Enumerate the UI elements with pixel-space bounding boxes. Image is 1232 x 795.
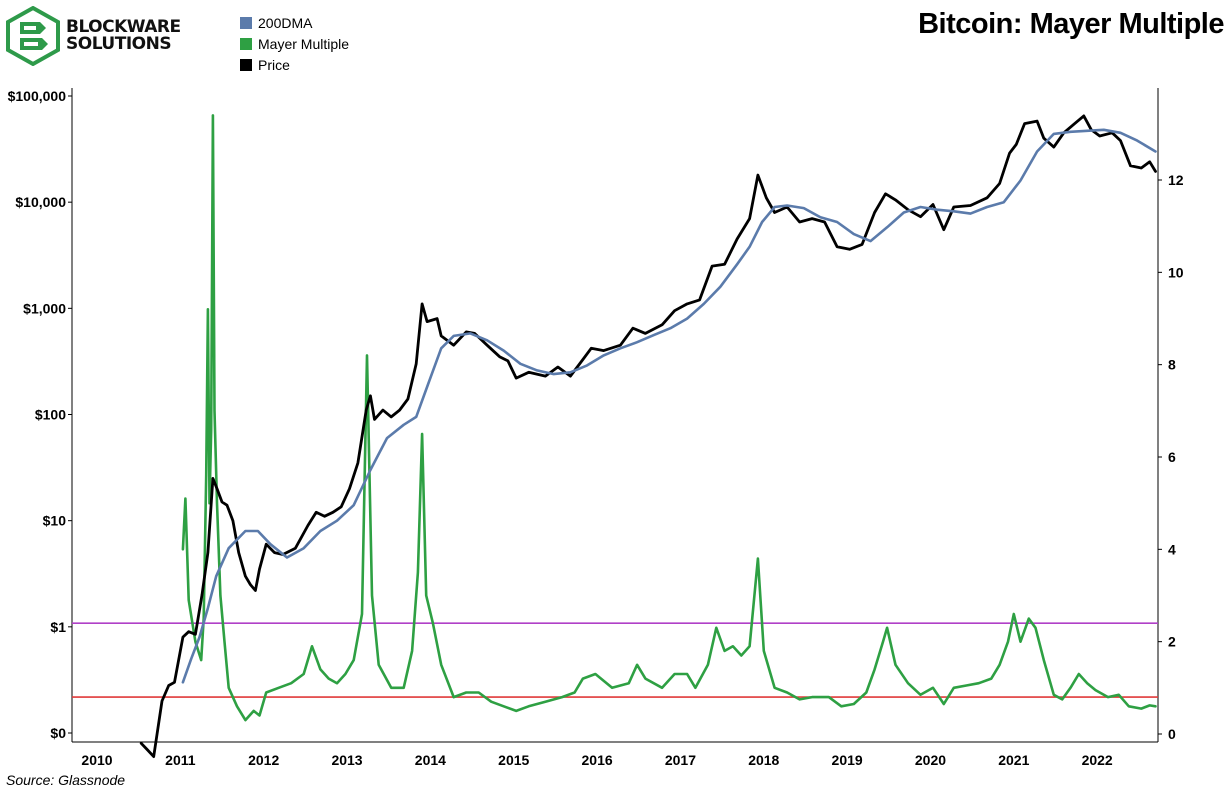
x-tick-label: 2010	[81, 752, 112, 768]
y-right-tick-label: 4	[1168, 541, 1176, 557]
x-tick-label: 2015	[498, 752, 529, 768]
x-tick-label: 2012	[248, 752, 279, 768]
y-right-tick-label: 10	[1168, 264, 1184, 280]
chart-legend: 200DMA Mayer Multiple Price	[240, 12, 349, 75]
x-tick-label: 2021	[998, 752, 1029, 768]
y-right-tick-label: 6	[1168, 449, 1176, 465]
x-tick-label: 2018	[748, 752, 779, 768]
legend-swatch-dma	[240, 16, 252, 29]
y-left-tick-label: $100	[35, 407, 66, 423]
reference-lines	[72, 622, 1158, 698]
x-tick-label: 2022	[1082, 752, 1113, 768]
x-tick-label: 2020	[915, 752, 946, 768]
y-right-tick-label: 2	[1168, 634, 1176, 650]
series-200dma	[181, 128, 1157, 684]
legend-swatch-price	[240, 58, 252, 71]
x-tick-label: 2016	[582, 752, 613, 768]
series-mayer-multiple	[181, 114, 1157, 722]
blockware-logo-icon	[6, 6, 60, 66]
chart-title: Bitcoin: Mayer Multiple	[918, 8, 1224, 40]
x-tick-label: 2013	[331, 752, 362, 768]
x-tick-label: 2014	[415, 752, 446, 768]
y-right-tick-label: 0	[1168, 726, 1176, 742]
mayer-multiple-line	[181, 114, 1157, 722]
y-left-tick-label: $10,000	[15, 194, 66, 210]
source-note: Source: Glassnode	[6, 772, 126, 788]
y-right-tick-label: 8	[1168, 357, 1176, 373]
legend-swatch-mayer	[240, 37, 252, 50]
series-price	[139, 114, 1157, 758]
price-line	[139, 114, 1157, 758]
x-tick-label: 2019	[832, 752, 863, 768]
tick-labels: $0 $1 $10 $100 $1,000 $10,000 $100,000 0 2 4 6 8 10 1…	[8, 88, 1184, 768]
chart-axes	[68, 88, 1162, 743]
logo-line-1: BLOCKWARE	[66, 17, 181, 37]
legend-item-price: Price	[240, 54, 349, 75]
legend-item-mayer: Mayer Multiple	[240, 33, 349, 54]
y-left-tick-label: $1	[50, 619, 66, 635]
legend-item-dma: 200DMA	[240, 12, 349, 33]
y-right-tick-label: 12	[1168, 172, 1184, 188]
legend-label-dma: 200DMA	[258, 14, 313, 31]
y-left-tick-label: $1,000	[23, 300, 66, 316]
legend-label-mayer: Mayer Multiple	[258, 35, 350, 52]
dma-200-line	[181, 128, 1157, 684]
legend-label-price: Price	[258, 56, 290, 73]
blockware-logo: BLOCKWARE SOLUTIONS	[6, 6, 181, 66]
logo-line-2: SOLUTIONS	[66, 34, 172, 54]
y-left-tick-label: $0	[50, 725, 66, 741]
x-tick-label: 2011	[165, 752, 196, 768]
y-left-tick-label: $100,000	[8, 88, 67, 104]
y-left-tick-label: $10	[43, 513, 67, 529]
x-tick-label: 2017	[665, 752, 696, 768]
